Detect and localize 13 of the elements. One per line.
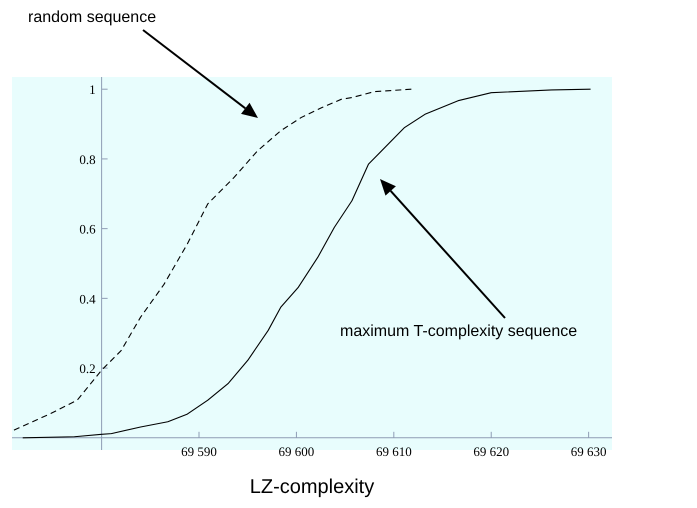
x-axis-title: LZ-complexity — [250, 476, 374, 498]
y-tick-label: 0.6 — [79, 222, 96, 237]
annotation: maximum T-complexity sequence — [340, 323, 578, 340]
y-tick-label: 0.2 — [79, 361, 96, 376]
x-tick-label: 69 620 — [473, 444, 510, 459]
y-tick-label: 0.4 — [79, 291, 96, 306]
x-tick-label: 69 600 — [278, 444, 314, 459]
x-tick-label: 69 610 — [376, 444, 412, 459]
x-tick-label: 69 590 — [181, 444, 217, 459]
x-tick-label: 69 630 — [570, 444, 606, 459]
y-tick-label: 0.8 — [79, 152, 96, 167]
y-tick-label: 1 — [89, 82, 96, 98]
text: random sequence — [28, 9, 156, 26]
